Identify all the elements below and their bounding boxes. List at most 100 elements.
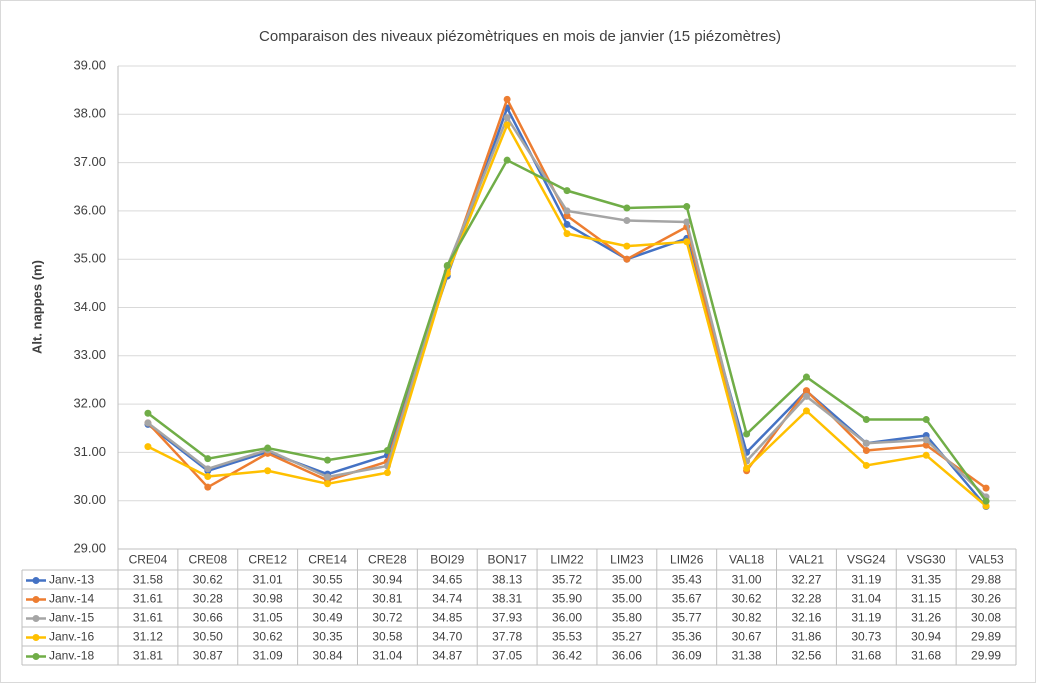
table-cell: 35.43 — [672, 573, 702, 587]
series-marker — [922, 441, 930, 449]
x-tick-label: VSG24 — [847, 553, 886, 567]
series-marker — [204, 483, 212, 491]
y-axis-label: Alt. nappes (m) — [29, 260, 44, 354]
table-cell: 37.93 — [492, 611, 522, 625]
table-cell: 34.85 — [432, 611, 462, 625]
series-marker — [623, 255, 631, 263]
table-cell: 35.72 — [552, 573, 582, 587]
y-tick-label: 36.00 — [73, 202, 106, 217]
table-cell: 35.00 — [612, 592, 642, 606]
table-cell: 34.87 — [432, 649, 462, 663]
table-cell: 38.31 — [492, 592, 522, 606]
x-tick-label: VSG30 — [907, 553, 946, 567]
series-marker — [623, 204, 631, 212]
series-marker — [922, 436, 930, 444]
table-cell: 31.19 — [851, 611, 881, 625]
table-cell: 31.68 — [911, 649, 941, 663]
table-cell: 31.81 — [133, 649, 163, 663]
table-cell: 29.99 — [971, 649, 1001, 663]
x-tick-label: LIM23 — [610, 553, 644, 567]
table-cell: 31.35 — [911, 573, 941, 587]
table-cell: 29.89 — [971, 630, 1001, 644]
series-marker — [204, 455, 212, 463]
legend-label: Janv.-13 — [49, 573, 94, 587]
series-marker — [144, 419, 152, 427]
y-tick-label: 38.00 — [73, 106, 106, 121]
x-tick-label: CRE12 — [248, 553, 287, 567]
y-tick-label: 35.00 — [73, 251, 106, 266]
x-tick-label: CRE08 — [188, 553, 227, 567]
table-cell: 30.73 — [851, 630, 881, 644]
y-tick-label: 37.00 — [73, 154, 106, 169]
legend-marker — [32, 596, 40, 603]
x-tick-label: CRE28 — [368, 553, 407, 567]
x-tick-label: VAL21 — [789, 553, 824, 567]
table-cell: 31.58 — [133, 573, 163, 587]
table-cell: 30.87 — [193, 649, 223, 663]
table-cell: 31.38 — [732, 649, 762, 663]
table-cell: 35.00 — [612, 573, 642, 587]
table-cell: 30.94 — [372, 573, 402, 587]
table-cell: 35.77 — [672, 611, 702, 625]
series-marker — [802, 392, 810, 400]
legend-label: Janv.-15 — [49, 611, 94, 625]
table-cell: 31.09 — [253, 649, 283, 663]
series-marker — [503, 121, 511, 129]
table-cell: 31.68 — [851, 649, 881, 663]
table-cell: 29.88 — [971, 573, 1001, 587]
table-cell: 30.62 — [732, 592, 762, 606]
table-cell: 31.04 — [851, 592, 881, 606]
table-cell: 31.05 — [253, 611, 283, 625]
table-cell: 38.13 — [492, 573, 522, 587]
y-tick-label: 31.00 — [73, 444, 106, 459]
series-marker — [563, 207, 571, 215]
series-marker — [563, 230, 571, 238]
series-marker — [144, 443, 152, 451]
table-cell: 31.19 — [851, 573, 881, 587]
table-cell: 30.62 — [253, 630, 283, 644]
table-cell: 31.12 — [133, 630, 163, 644]
series-marker — [802, 387, 810, 395]
table-cell: 31.86 — [791, 630, 821, 644]
table-cell: 30.98 — [253, 592, 283, 606]
y-tick-label: 34.00 — [73, 299, 106, 314]
series-marker — [683, 218, 691, 226]
x-tick-label: VAL18 — [729, 553, 764, 567]
table-cell: 36.00 — [552, 611, 582, 625]
table-cell: 31.04 — [372, 649, 402, 663]
series-marker — [623, 242, 631, 250]
y-tick-label: 32.00 — [73, 396, 106, 411]
series-marker — [204, 465, 212, 473]
table-cell: 31.61 — [133, 592, 163, 606]
x-tick-label: LIM26 — [670, 553, 704, 567]
table-cell: 30.50 — [193, 630, 223, 644]
series-marker — [922, 416, 930, 424]
table-cell: 31.61 — [133, 611, 163, 625]
x-tick-label: LIM22 — [550, 553, 584, 567]
x-tick-label: BON17 — [487, 553, 527, 567]
series-marker — [563, 220, 571, 228]
table-cell: 32.27 — [791, 573, 821, 587]
series-marker — [443, 261, 451, 269]
legend-label: Janv.-14 — [49, 592, 94, 606]
legend-marker — [32, 577, 40, 584]
series-marker — [982, 497, 990, 505]
y-tick-label: 33.00 — [73, 347, 106, 362]
series-marker — [922, 451, 930, 459]
series-marker — [683, 203, 691, 211]
series-marker — [743, 430, 751, 438]
legend-label: Janv.-18 — [49, 649, 94, 663]
series-marker — [264, 467, 272, 475]
table-cell: 30.82 — [732, 611, 762, 625]
y-tick-label: 30.00 — [73, 492, 106, 507]
table-cell: 34.70 — [432, 630, 462, 644]
legend-label: Janv.-16 — [49, 630, 94, 644]
table-cell: 31.26 — [911, 611, 941, 625]
table-cell: 31.00 — [732, 573, 762, 587]
table-cell: 36.09 — [672, 649, 702, 663]
series-marker — [982, 502, 990, 510]
x-tick-label: VAL53 — [968, 553, 1003, 567]
table-cell: 35.80 — [612, 611, 642, 625]
series-marker — [862, 446, 870, 454]
